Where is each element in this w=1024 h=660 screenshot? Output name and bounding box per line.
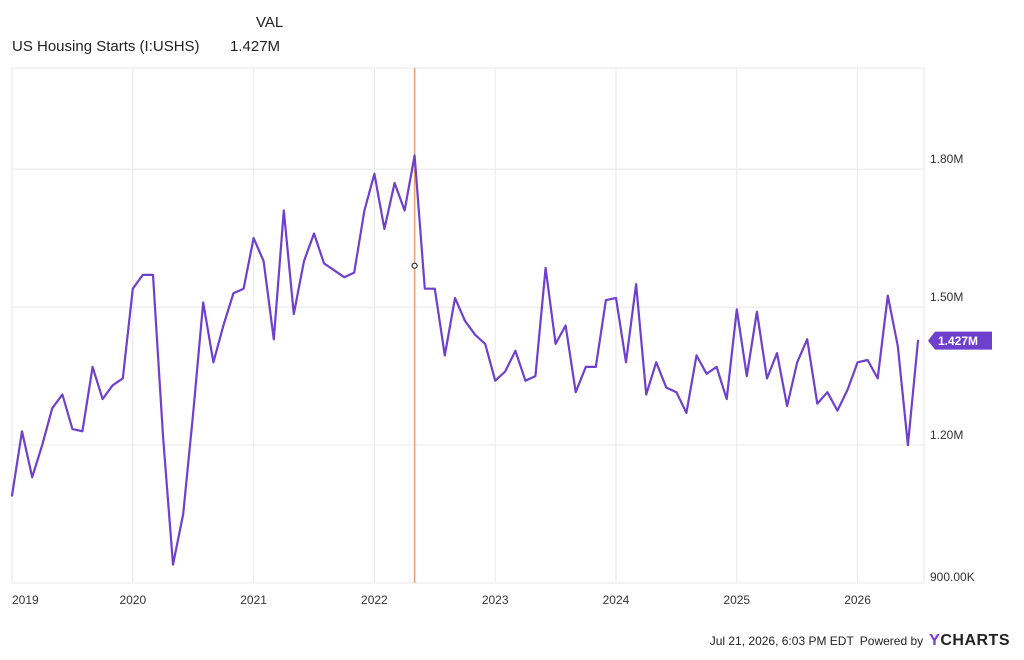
series-group[interactable] bbox=[10, 154, 920, 566]
x-tick-label: 2026 bbox=[844, 593, 871, 607]
x-tick-label: 2021 bbox=[240, 593, 267, 607]
x-tick-label: 2022 bbox=[361, 593, 388, 607]
y-tick-label: 900.00K bbox=[930, 570, 975, 584]
x-tick-label: 2025 bbox=[723, 593, 750, 607]
legend-series-value: 1.427M bbox=[230, 38, 281, 55]
x-tick-label: 2024 bbox=[603, 593, 630, 607]
hover-cursor bbox=[411, 68, 418, 583]
chart-grid bbox=[11, 67, 925, 584]
series-line[interactable] bbox=[10, 154, 920, 566]
last-value-badge: 1.427M bbox=[928, 331, 992, 350]
y-tick-label: 1.80M bbox=[930, 152, 963, 166]
ycharts-logo-text: CHARTS bbox=[940, 632, 1010, 649]
ycharts-logo-y: Y bbox=[929, 632, 941, 649]
y-tick-label: 1.20M bbox=[930, 428, 963, 442]
y-axis: 900.00K 1.20M 1.50M 1.80M bbox=[930, 152, 975, 584]
last-value-badge-label: 1.427M bbox=[938, 334, 978, 348]
x-tick-label: 2019 bbox=[12, 593, 39, 607]
x-tick-label: 2023 bbox=[482, 593, 509, 607]
legend-series-name[interactable]: US Housing Starts (I:USHS) bbox=[12, 38, 200, 55]
last-value-badge-shape bbox=[928, 331, 992, 350]
footer-powered-by: Powered by bbox=[859, 634, 924, 648]
footer: Jul 21, 2026, 6:03 PM EDT Powered by YCH… bbox=[710, 632, 1010, 650]
footer-timestamp: Jul 21, 2026, 6:03 PM EDT bbox=[709, 634, 854, 648]
legend-value-header: VAL bbox=[256, 14, 284, 31]
ycharts-logo[interactable]: YCHARTS bbox=[929, 632, 1010, 650]
x-axis: 2019 2020 2021 2022 2023 2024 2025 2026 bbox=[12, 593, 871, 607]
cursor-marker bbox=[411, 262, 418, 269]
x-tick-label: 2020 bbox=[119, 593, 146, 607]
y-tick-label: 1.50M bbox=[930, 290, 963, 304]
